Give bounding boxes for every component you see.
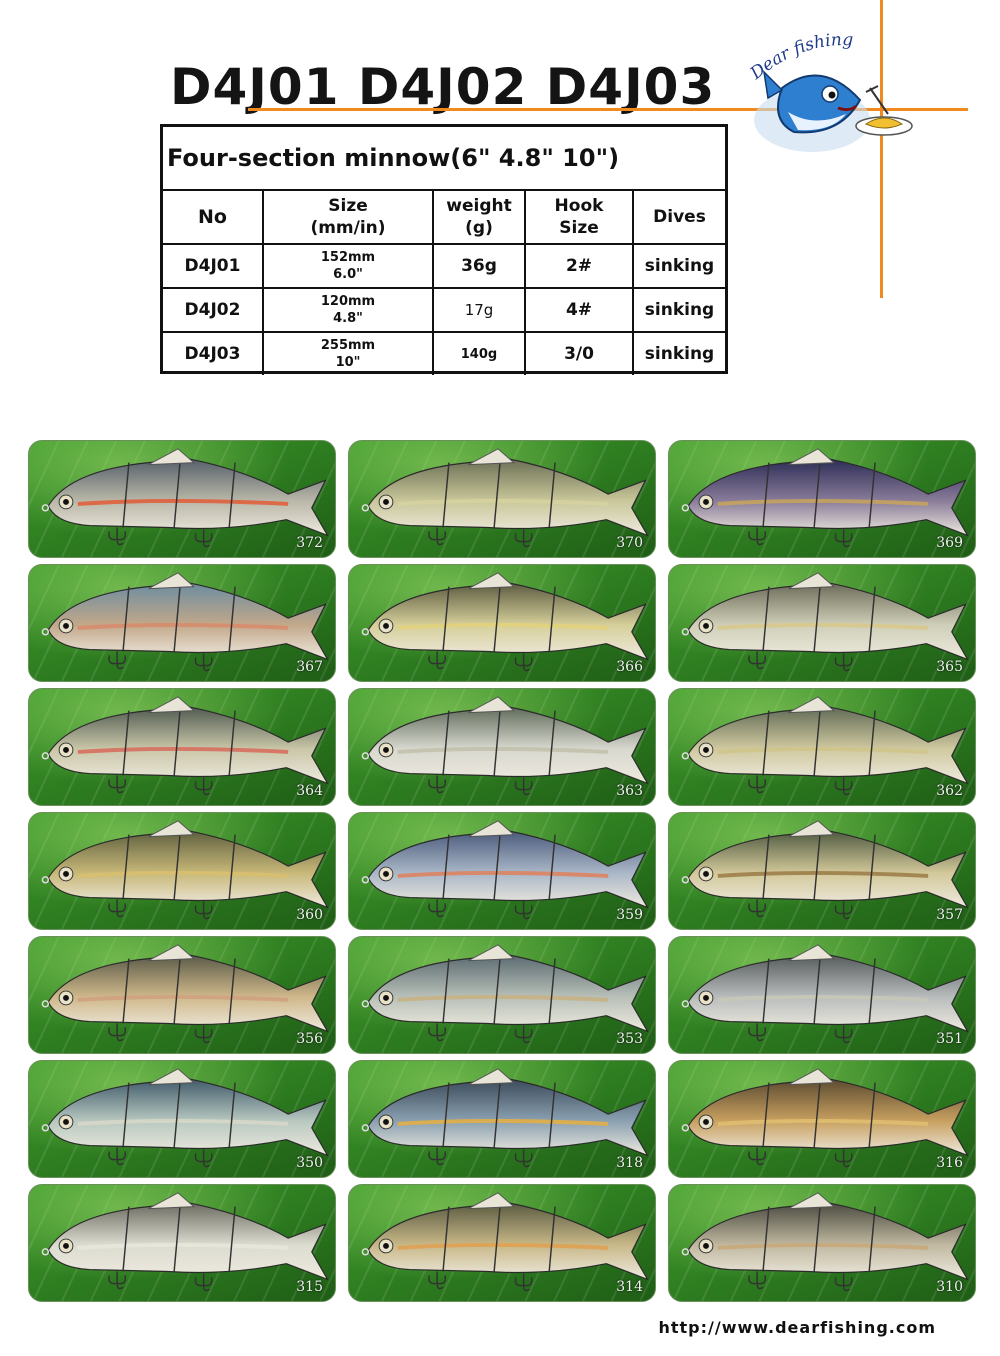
lure-code: 366 (616, 659, 643, 675)
spec-table-title: Four-section minnow(6" 4.8" 10") (163, 127, 725, 191)
swimbait-lure-icon (681, 572, 969, 672)
lure-card: 364 (28, 688, 336, 806)
cell-hook: 3/0 (524, 331, 634, 375)
lure-card: 360 (28, 812, 336, 930)
lure-card: 357 (668, 812, 976, 930)
lure-card: 363 (348, 688, 656, 806)
swimbait-lure-icon (361, 820, 649, 920)
lure-code: 357 (936, 907, 963, 923)
swimbait-lure-icon (361, 1192, 649, 1292)
cell-no: D4J01 (163, 243, 264, 289)
lure-code: 370 (616, 535, 643, 551)
cell-weight: 36g (432, 243, 526, 289)
swimbait-lure-icon (361, 448, 649, 548)
table-row: D4J01 152mm 6.0" 36g 2# sinking (163, 243, 725, 289)
swimbait-lure-icon (681, 944, 969, 1044)
swimbait-lure-icon (41, 1068, 329, 1168)
spec-grid: No Size (mm/in) weight (g) Hook Size Dives … (163, 191, 725, 375)
lure-code: 360 (296, 907, 323, 923)
swimbait-lure-icon (681, 448, 969, 548)
lure-card: 316 (668, 1060, 976, 1178)
lure-card: 310 (668, 1184, 976, 1302)
swimbait-lure-icon (681, 1068, 969, 1168)
lure-card: 315 (28, 1184, 336, 1302)
spec-table: Four-section minnow(6" 4.8" 10") No Size… (160, 124, 728, 375)
swimbait-lure-icon (41, 944, 329, 1044)
lure-code: 318 (616, 1155, 643, 1171)
cell-no: D4J03 (163, 331, 264, 375)
swimbait-lure-icon (681, 1192, 969, 1292)
lure-card: 351 (668, 936, 976, 1054)
svg-text:Dear fishing: Dear fishing (746, 30, 854, 84)
swimbait-lure-icon (361, 572, 649, 672)
lure-code: 350 (296, 1155, 323, 1171)
cartoon-fish-chef-logo-icon (754, 69, 913, 152)
swimbait-lure-icon (361, 1068, 649, 1168)
lure-code: 351 (936, 1031, 963, 1047)
cell-size: 255mm 10" (262, 331, 434, 375)
header-no: No (163, 191, 264, 245)
cell-dives: sinking (632, 331, 725, 375)
lure-code: 364 (296, 783, 323, 799)
cell-dives: sinking (632, 287, 725, 333)
swimbait-lure-icon (41, 572, 329, 672)
cell-weight: 140g (432, 331, 526, 375)
cell-size: 152mm 6.0" (262, 243, 434, 289)
header-hook-size: Hook Size (524, 191, 634, 245)
cell-no: D4J02 (163, 287, 264, 333)
cell-weight: 17g (432, 287, 526, 333)
lure-card: 366 (348, 564, 656, 682)
swimbait-lure-icon (41, 696, 329, 796)
lure-card: 369 (668, 440, 976, 558)
logo-text: Dear fishing (746, 30, 854, 84)
table-row: D4J03 255mm 10" 140g 3/0 sinking (163, 331, 725, 375)
lure-card: 314 (348, 1184, 656, 1302)
swimbait-lure-icon (361, 696, 649, 796)
lure-card: 362 (668, 688, 976, 806)
swimbait-lure-icon (41, 820, 329, 920)
orange-horizontal-rule (248, 108, 968, 111)
lure-code: 365 (936, 659, 963, 675)
lure-card: 318 (348, 1060, 656, 1178)
page-title: D4J01 D4J02 D4J03 (170, 58, 716, 116)
lure-code: 314 (616, 1279, 643, 1295)
dear-fishing-logo: Dear fishing (742, 28, 920, 160)
lure-code: 372 (296, 535, 323, 551)
swimbait-lure-icon (681, 820, 969, 920)
lure-code: 310 (936, 1279, 963, 1295)
cell-hook: 2# (524, 243, 634, 289)
lure-code: 359 (616, 907, 643, 923)
website-url: http://www.dearfishing.com (658, 1318, 936, 1337)
swimbait-lure-icon (41, 448, 329, 548)
spec-header-row: No Size (mm/in) weight (g) Hook Size Dives (163, 191, 725, 245)
lure-card: 350 (28, 1060, 336, 1178)
lure-card: 370 (348, 440, 656, 558)
lure-code: 353 (616, 1031, 643, 1047)
cell-size: 120mm 4.8" (262, 287, 434, 333)
lure-code: 315 (296, 1279, 323, 1295)
lure-code: 363 (616, 783, 643, 799)
orange-vertical-rule (880, 0, 883, 298)
swimbait-lure-icon (361, 944, 649, 1044)
lure-card: 372 (28, 440, 336, 558)
lure-code: 362 (936, 783, 963, 799)
lure-card: 365 (668, 564, 976, 682)
lure-code: 367 (296, 659, 323, 675)
lure-code: 369 (936, 535, 963, 551)
lure-card: 359 (348, 812, 656, 930)
cell-dives: sinking (632, 243, 725, 289)
lure-photo-grid: 372 370 369 367 366 365 364 363 362 360 359 357 356 3… (28, 440, 976, 1302)
cell-hook: 4# (524, 287, 634, 333)
lure-card: 356 (28, 936, 336, 1054)
header-size: Size (mm/in) (262, 191, 434, 245)
swimbait-lure-icon (681, 696, 969, 796)
header-weight: weight (g) (432, 191, 526, 245)
table-row: D4J02 120mm 4.8" 17g 4# sinking (163, 287, 725, 333)
swimbait-lure-icon (41, 1192, 329, 1292)
lure-code: 316 (936, 1155, 963, 1171)
header-dives: Dives (632, 191, 725, 245)
lure-card: 367 (28, 564, 336, 682)
lure-card: 353 (348, 936, 656, 1054)
lure-code: 356 (296, 1031, 323, 1047)
